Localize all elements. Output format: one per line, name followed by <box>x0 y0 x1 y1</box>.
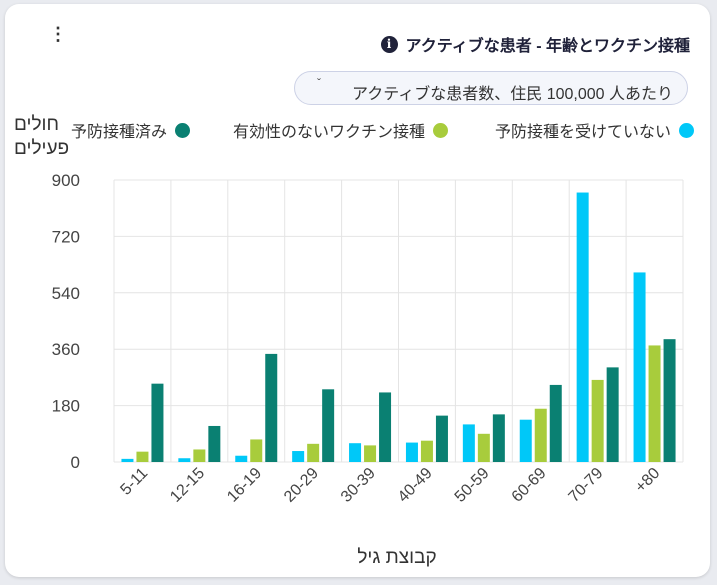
bar-40-49-0 <box>405 442 418 462</box>
x-tick-label: 12-15 <box>167 465 208 506</box>
y-tick-label: 180 <box>52 397 80 416</box>
metric-selector[interactable]: ˇ アクティブな患者数、住民 100,000 人あたり <box>294 71 688 105</box>
more-options-icon[interactable]: ⋮ <box>49 24 67 44</box>
x-tick-label: 70-79 <box>566 465 607 506</box>
x-axis-label: קבוצת גיל <box>357 547 436 568</box>
legend-swatch-ineffective <box>433 122 449 138</box>
bar-20-29-2 <box>322 389 335 462</box>
bar-50-59-1 <box>477 433 490 462</box>
bar-16-19-1 <box>250 439 263 462</box>
x-tick-label: 16-19 <box>224 465 265 506</box>
bar-70-79-2 <box>606 367 619 462</box>
bar-12-15-1 <box>193 449 206 462</box>
bar-16-19-0 <box>235 455 248 462</box>
y-tick-label: 360 <box>52 340 80 359</box>
legend-label-ineffective: 有効性のないワクチン接種 <box>233 124 426 141</box>
bar-70-79-0 <box>576 192 589 463</box>
x-tick-label: 30-39 <box>338 465 379 506</box>
bar-40-49-1 <box>420 440 433 462</box>
bar-20-29-0 <box>292 451 305 462</box>
bar-30-39-1 <box>364 445 377 462</box>
y-axis-label: חולים פעילים <box>14 113 69 161</box>
legend-swatch-unvaccinated <box>679 122 695 138</box>
chevron-down-icon: ˇ <box>317 76 321 90</box>
bar-12-15-0 <box>178 458 191 462</box>
bar-40-49-2 <box>435 415 448 462</box>
legend-item-ineffective[interactable]: 有効性のないワクチン接種 <box>233 118 449 142</box>
bar-50-59-2 <box>492 414 505 462</box>
legend-item-vaccinated[interactable]: 予防接種済み <box>71 118 191 142</box>
x-tick-label: +80 <box>632 465 663 496</box>
y-axis-label-line-1: חולים <box>14 114 59 135</box>
x-tick-label: 50-59 <box>452 465 493 506</box>
bar-20-29-1 <box>307 443 320 462</box>
title-row: i アクティブな患者 - 年齢とワクチン接種 <box>380 32 690 56</box>
chart-card: ⋮ i アクティブな患者 - 年齢とワクチン接種 ˇ アクティブな患者数、住民 … <box>5 4 710 577</box>
bar-60-69-1 <box>534 408 547 462</box>
y-tick-label: 900 <box>52 171 80 190</box>
y-tick-label: 720 <box>52 227 80 246</box>
legend-label-unvaccinated: 予防接種を受けていない <box>495 124 672 141</box>
y-tick-label: 0 <box>71 453 80 472</box>
y-axis-label-line-2: פעילים <box>14 138 70 159</box>
info-icon[interactable]: i <box>380 35 398 53</box>
bar-60-69-0 <box>519 419 532 462</box>
bar-5-11-2 <box>151 383 164 462</box>
bar-5-11-0 <box>121 458 134 462</box>
x-tick-label: 5-11 <box>117 465 151 499</box>
bar-+80-0 <box>633 272 646 462</box>
bar-50-59-0 <box>462 424 475 462</box>
x-tick-label: 40-49 <box>395 465 436 506</box>
x-tick-label: 20-29 <box>281 465 322 506</box>
legend-item-unvaccinated[interactable]: 予防接種を受けていない <box>495 118 695 142</box>
bar-70-79-1 <box>591 379 604 462</box>
bar-5-11-1 <box>136 451 149 462</box>
chart-title: アクティブな患者 - 年齢とワクチン接種 <box>405 38 690 55</box>
x-tick-label: 60-69 <box>509 465 550 506</box>
bar-+80-2 <box>663 339 676 462</box>
legend-label-vaccinated: 予防接種済み <box>71 124 168 141</box>
metric-selector-value: アクティブな患者数、住民 100,000 人あたり <box>352 86 673 103</box>
bar-60-69-2 <box>549 384 562 462</box>
bar-16-19-2 <box>265 353 278 462</box>
bar-12-15-2 <box>208 425 221 462</box>
bar-30-39-0 <box>349 443 362 462</box>
bar-+80-1 <box>648 345 661 462</box>
y-tick-label: 540 <box>52 284 80 303</box>
legend-swatch-vaccinated <box>175 122 191 138</box>
bar-30-39-2 <box>379 392 392 462</box>
